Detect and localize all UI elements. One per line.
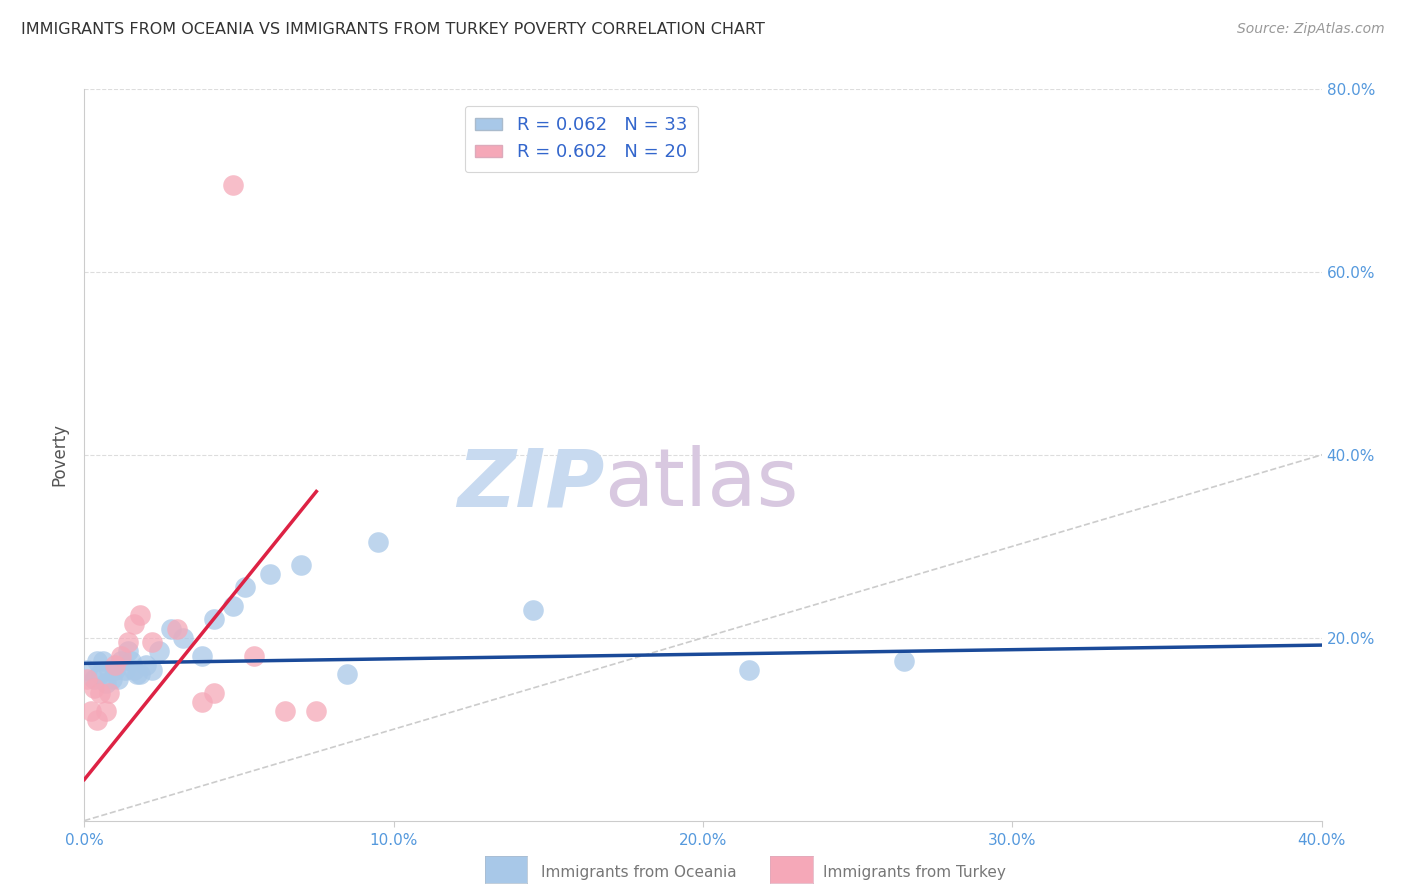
Point <box>191 649 214 664</box>
Text: Immigrants from Oceania: Immigrants from Oceania <box>541 865 737 880</box>
Point <box>83 681 105 695</box>
Point <box>202 685 225 699</box>
Point <box>86 654 108 668</box>
Point <box>233 581 256 595</box>
Point <box>110 654 132 668</box>
Point <box>738 663 761 677</box>
Point <box>114 663 136 677</box>
Point <box>79 704 101 718</box>
Text: atlas: atlas <box>605 445 799 524</box>
Point <box>94 704 117 718</box>
Point <box>305 704 328 718</box>
Point <box>141 663 163 677</box>
Point <box>83 672 105 686</box>
Point <box>94 676 117 690</box>
Point <box>259 566 281 581</box>
Point <box>120 654 142 668</box>
Point <box>122 617 145 632</box>
Point <box>101 672 124 686</box>
Point <box>89 685 111 699</box>
Point <box>110 649 132 664</box>
Point <box>172 631 194 645</box>
Text: IMMIGRANTS FROM OCEANIA VS IMMIGRANTS FROM TURKEY POVERTY CORRELATION CHART: IMMIGRANTS FROM OCEANIA VS IMMIGRANTS FR… <box>21 22 765 37</box>
Point <box>89 667 111 681</box>
Point <box>367 534 389 549</box>
Point <box>107 672 129 686</box>
Y-axis label: Poverty: Poverty <box>51 424 69 486</box>
Point <box>98 663 121 677</box>
Text: Source: ZipAtlas.com: Source: ZipAtlas.com <box>1237 22 1385 37</box>
Point <box>104 663 127 677</box>
Point <box>135 658 157 673</box>
Point <box>91 654 114 668</box>
Point <box>243 649 266 664</box>
Point <box>104 658 127 673</box>
Point <box>222 599 245 613</box>
Point <box>141 635 163 649</box>
Legend: R = 0.062   N = 33, R = 0.602   N = 20: R = 0.062 N = 33, R = 0.602 N = 20 <box>464 105 699 172</box>
Text: ZIP: ZIP <box>457 445 605 524</box>
Point <box>117 644 139 658</box>
Point <box>522 603 544 617</box>
Point <box>122 663 145 677</box>
Point <box>76 672 98 686</box>
Point <box>125 667 148 681</box>
Text: Immigrants from Turkey: Immigrants from Turkey <box>823 865 1005 880</box>
Point <box>274 704 297 718</box>
Point <box>76 663 98 677</box>
Point <box>222 178 245 193</box>
Point <box>191 695 214 709</box>
Point <box>129 667 152 681</box>
Point <box>98 685 121 699</box>
Point <box>86 713 108 727</box>
Point <box>160 622 183 636</box>
Point <box>148 644 170 658</box>
Point <box>202 613 225 627</box>
Point <box>336 667 359 681</box>
Point <box>893 654 915 668</box>
Point <box>290 558 312 572</box>
Point <box>129 607 152 622</box>
Point <box>117 635 139 649</box>
Point <box>166 622 188 636</box>
